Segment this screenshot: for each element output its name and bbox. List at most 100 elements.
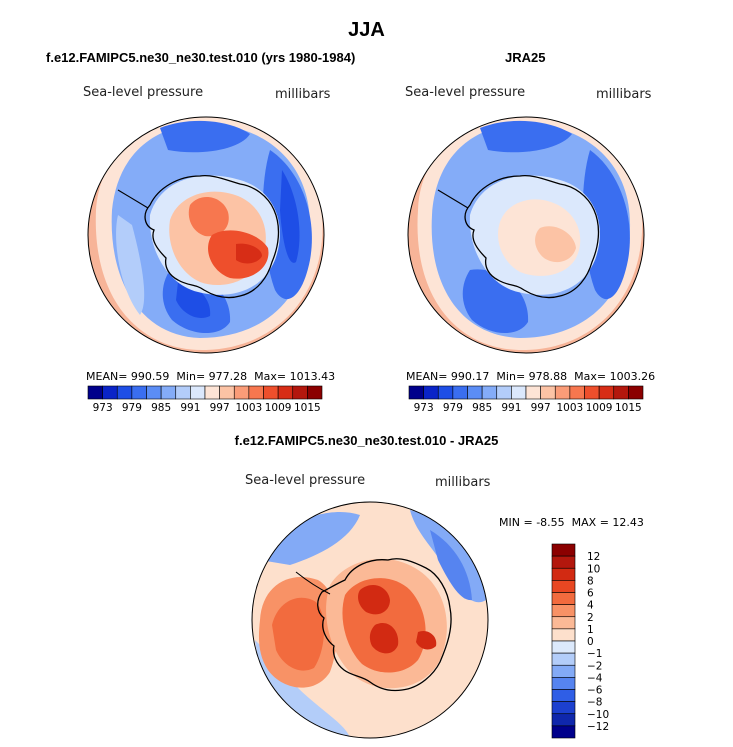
panel2-colorbar-box-8 bbox=[525, 385, 541, 400]
panel1-max-value: 1013.43 bbox=[289, 370, 336, 383]
panel3-colorbar-tick-label: −12 bbox=[587, 721, 609, 733]
panel1-colorbar-box-2 bbox=[116, 385, 133, 400]
panel3-colorbar-box-14 bbox=[551, 713, 576, 727]
panel2-trough-east bbox=[582, 150, 630, 300]
panel2-max-label: Max= bbox=[574, 370, 607, 383]
panel3-colorbar-tick-label: −6 bbox=[587, 685, 603, 697]
panel2-colorbar-box-0 bbox=[408, 385, 424, 400]
panel3-max-value: 12.43 bbox=[612, 516, 644, 529]
panel1-antarctica-outline bbox=[144, 174, 280, 299]
panel2-colorbar-box-3 bbox=[452, 385, 468, 400]
panel1-colorbar-box-1 bbox=[102, 385, 118, 400]
panel1-colorbar-box-11 bbox=[248, 385, 264, 400]
panel3-colorbar-box-4 bbox=[551, 592, 576, 605]
panel3-colorbar-box-13 bbox=[551, 701, 576, 715]
panel1-colorbar-box-7 bbox=[190, 385, 206, 400]
panel2-colorbar-tick-label: 997 bbox=[531, 402, 551, 414]
panel2-colorbar-box-10 bbox=[554, 385, 571, 400]
panel3-colorbar-tick-label: 10 bbox=[587, 563, 600, 575]
panel1-colorbar-box-6 bbox=[175, 385, 191, 400]
panel3-colorbar-tick-label: −1 bbox=[587, 648, 602, 660]
panel3-colorbar-tick-label: −2 bbox=[587, 660, 602, 672]
panel2-colorbar-box-14 bbox=[613, 385, 629, 400]
panel2-high-core bbox=[535, 226, 576, 263]
panel1-colorbar-box-14 bbox=[292, 385, 308, 400]
panel3-map bbox=[252, 502, 488, 738]
panel2-colorbar-box-1 bbox=[423, 385, 439, 400]
panel3-colorbar-tick-label: 1 bbox=[587, 624, 594, 636]
panel1-title: f.e12.FAMIPC5.ne30_ne30.test.010 (yrs 19… bbox=[46, 50, 356, 65]
panel1-high-core bbox=[236, 243, 262, 264]
panel3-max-label: MAX = bbox=[571, 516, 609, 529]
panel1-colorbar-tick-label: 973 bbox=[93, 402, 113, 414]
panel3-min-label: MIN = bbox=[499, 516, 533, 529]
panel1-map-border bbox=[87, 116, 325, 354]
panel2-colorbar-box-13 bbox=[598, 385, 615, 400]
panel2-colorbar-tick-label: 979 bbox=[443, 402, 463, 414]
panel1-colorbar: 973 979 985 991 997 1003 1009 1015 bbox=[87, 385, 323, 414]
panel3-colorbar-box-0 bbox=[551, 543, 576, 557]
panel3-colorbar-box-2 bbox=[551, 567, 576, 581]
panel3-variable-label: Sea-level pressure bbox=[245, 473, 366, 488]
panel1-trough-south-core bbox=[176, 282, 211, 319]
panel3-colorbar-box-5 bbox=[551, 604, 576, 618]
panel3-colorbar-box-6 bbox=[551, 616, 576, 630]
panel1-colorbar-box-10 bbox=[233, 385, 250, 400]
panel2-antarctica-outline bbox=[464, 174, 600, 299]
panel2-map-border bbox=[407, 116, 645, 354]
panel2-colorbar: 973 979 985 991 997 1003 1009 1015 bbox=[408, 385, 644, 414]
panel1-min-label: Min= bbox=[176, 370, 206, 383]
panel1-trough-north bbox=[160, 120, 250, 153]
panel3-colorbar-box-10 bbox=[551, 664, 576, 678]
panel1-colorbar-box-0 bbox=[87, 385, 103, 400]
panel2-units-label: millibars bbox=[596, 87, 652, 102]
panel2-colorbar-tick-label: 1015 bbox=[615, 402, 642, 414]
panel3-colorbar-tick-label: 8 bbox=[587, 575, 594, 587]
panel3-colorbar-tick-label: −10 bbox=[587, 709, 609, 721]
panel2-mean-value: 990.17 bbox=[450, 370, 490, 383]
panel2-max-value: 1003.26 bbox=[609, 370, 656, 383]
panel3-colorbar-box-7 bbox=[551, 628, 576, 642]
panel1-colorbar-tick-label: 979 bbox=[122, 402, 142, 414]
panel2-colorbar-box-6 bbox=[496, 385, 512, 400]
panel1-colorbar-box-9 bbox=[219, 385, 235, 400]
panel3-colorbar-tick-label: −8 bbox=[587, 697, 602, 709]
panel3-map-border bbox=[251, 501, 489, 739]
panel2-trough-north bbox=[480, 120, 572, 153]
panel3-peninsula-outline bbox=[295, 571, 331, 595]
panel3-colorbar-tick-label: 0 bbox=[587, 636, 594, 648]
panel2-title: JRA25 bbox=[505, 50, 546, 65]
panel2-colorbar-box-15 bbox=[628, 385, 644, 400]
panel1-high-west bbox=[188, 196, 229, 237]
panel1-peninsula-outline bbox=[117, 189, 149, 209]
panel3-colorbar-box-9 bbox=[551, 652, 576, 666]
panel3-colorbar-tick-label: 4 bbox=[587, 600, 594, 612]
panel1-map bbox=[88, 117, 324, 353]
panel1-colorbar-tick-label: 1009 bbox=[265, 402, 292, 414]
panel1-colorbar-tick-label: 1003 bbox=[236, 402, 263, 414]
figure-title: JJA bbox=[348, 19, 385, 41]
panel1-colorbar-tick-label: 985 bbox=[151, 402, 171, 414]
panel2-min-value: 978.88 bbox=[528, 370, 568, 383]
panel3-high-west-core bbox=[272, 597, 325, 671]
panel1-colorbar-box-13 bbox=[277, 385, 294, 400]
panel2-variable-label: Sea-level pressure bbox=[405, 85, 526, 100]
panel2-colorbar-tick-label: 1009 bbox=[586, 402, 613, 414]
panel1-colorbar-tick-label: 991 bbox=[180, 402, 200, 414]
panel3-units-label: millibars bbox=[435, 475, 491, 490]
panel2-colorbar-box-5 bbox=[481, 385, 498, 400]
panel1-units-label: millibars bbox=[275, 87, 331, 102]
panel3-colorbar-tick-label: 6 bbox=[587, 588, 594, 600]
panel2-min-label: Min= bbox=[496, 370, 526, 383]
panel2-stats: MEAN= 990.17 Min= 978.88 Max= 1003.26 bbox=[406, 370, 655, 383]
panel2-colorbar-box-9 bbox=[540, 385, 556, 400]
panel2-colorbar-tick-label: 973 bbox=[414, 402, 434, 414]
panel3-high-core-east bbox=[416, 630, 437, 650]
panel1-stats: MEAN= 990.59 Min= 977.28 Max= 1013.43 bbox=[86, 370, 335, 383]
panel1-colorbar-box-4 bbox=[146, 385, 162, 400]
panel3-colorbar-tick-label: −4 bbox=[587, 672, 603, 684]
panel3-colorbar-box-3 bbox=[551, 580, 576, 593]
panel1-trough-east-core bbox=[280, 170, 300, 263]
